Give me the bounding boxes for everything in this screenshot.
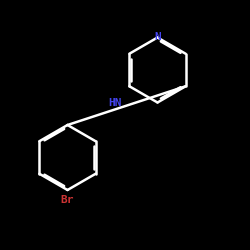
Text: Br: Br (61, 195, 74, 205)
Text: HN: HN (108, 98, 122, 108)
Text: N: N (154, 32, 161, 42)
